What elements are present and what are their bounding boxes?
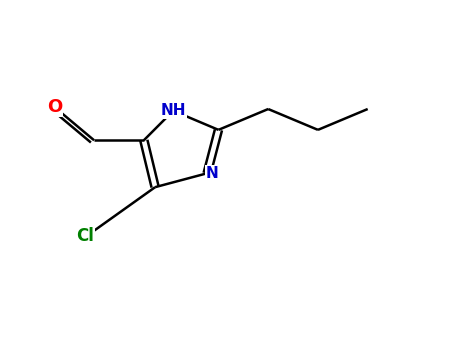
Text: NH: NH	[161, 103, 186, 118]
Text: N: N	[205, 166, 218, 181]
Text: O: O	[47, 98, 62, 116]
Text: Cl: Cl	[76, 227, 94, 245]
